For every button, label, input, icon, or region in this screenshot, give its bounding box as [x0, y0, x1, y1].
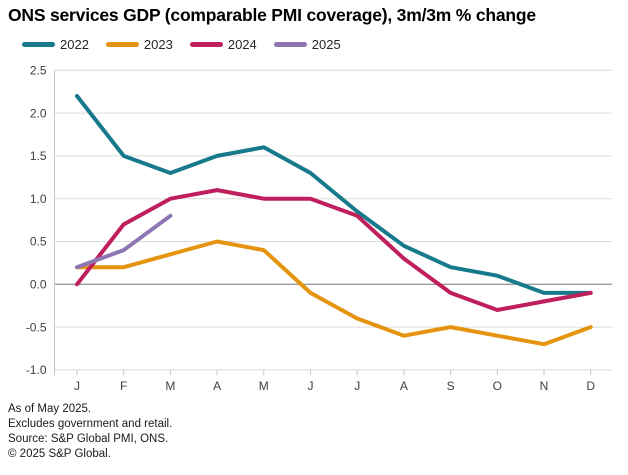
legend-swatch-2024 [189, 42, 223, 47]
x-axis-label: M [259, 379, 269, 393]
x-axis-label: J [308, 379, 314, 393]
y-axis-label: 0.0 [30, 278, 47, 292]
legend-item-2023: 2023 [105, 37, 173, 52]
legend-swatch-2023 [105, 42, 139, 47]
legend-swatch-2022 [22, 42, 55, 47]
footer-source: Source: S&P Global PMI, ONS. [8, 433, 169, 445]
x-axis-label: S [447, 379, 455, 393]
legend-label-2022: 2022 [60, 37, 89, 52]
series-line-2023 [75, 239, 593, 347]
legend-label-2024: 2024 [227, 37, 257, 52]
legend-item-2022: 2022 [22, 37, 89, 52]
series-line-2022 [75, 94, 593, 295]
y-axis-label: -1.0 [26, 363, 47, 377]
footer-exclusions: Excludes government and retail. [8, 418, 173, 430]
legend-swatch-2025 [273, 42, 307, 47]
y-axis-label: 1.5 [30, 149, 47, 163]
footer-notes: As of May 2025. Excludes government and … [8, 402, 172, 462]
legend-item-2024: 2024 [189, 37, 257, 52]
series-line-2025 [75, 213, 173, 270]
x-axis-label: J [354, 379, 360, 393]
y-axis-label: 1.0 [30, 192, 47, 206]
x-axis-label: M [165, 379, 175, 393]
legend-label-2023: 2023 [143, 37, 173, 52]
y-axis-label: -0.5 [26, 320, 47, 334]
chart-title: ONS services GDP (comparable PMI coverag… [8, 5, 536, 25]
footer-copyright: © 2025 S&P Global. [8, 448, 111, 460]
x-axis-label: N [540, 379, 549, 393]
series-line-2024 [75, 188, 593, 312]
x-axis-label: A [213, 379, 221, 393]
x-axis-label: F [120, 379, 127, 393]
legend: 2022 2023 2024 2025 [22, 37, 341, 52]
y-axis-label: 2.0 [30, 106, 47, 120]
footer-as-of: As of May 2025. [8, 403, 92, 415]
y-axis-label: 0.5 [30, 235, 47, 249]
y-axis-label: 2.5 [30, 64, 47, 78]
x-axis-label: J [74, 379, 80, 393]
x-axis-label: D [586, 379, 595, 393]
legend-label-2025: 2025 [311, 37, 341, 52]
x-axis-label: O [493, 379, 502, 393]
plot-area: 2.5 2.0 1.5 1.0 0.5 0.0 -0.5 -1.0 J F M A M J J A S O N D [26, 64, 612, 393]
legend-item-2025: 2025 [273, 37, 341, 52]
x-axis-label: A [400, 379, 408, 393]
